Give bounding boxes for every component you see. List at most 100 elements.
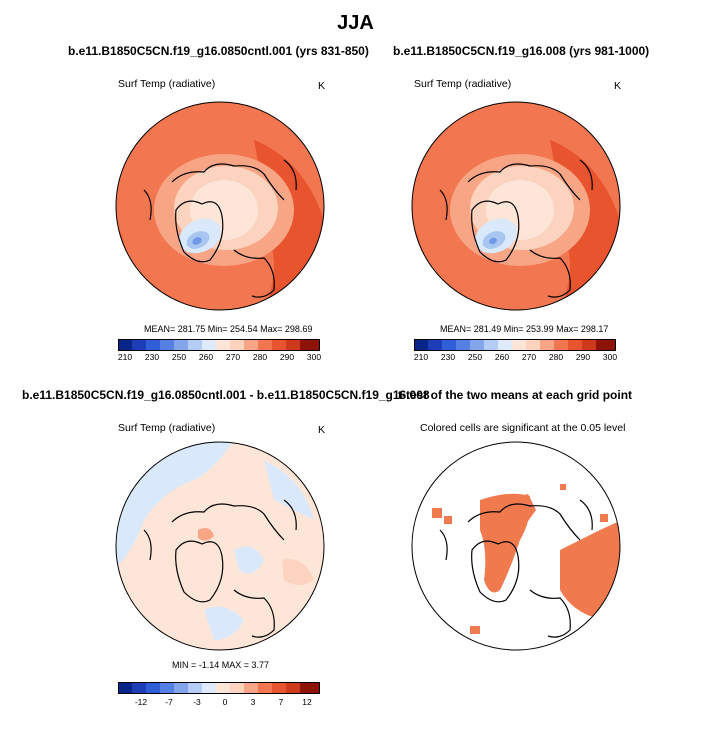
panel-2-units-label: K: [614, 80, 622, 92]
colorbar-tick-label: 250: [467, 352, 483, 362]
panel-3-title: b.e11.B1850C5CN.f19_g16.0850cntl.001 - b…: [22, 388, 430, 402]
colorbar-cell: [484, 339, 498, 351]
panel-4-title: t-test of the two means at each grid poi…: [398, 388, 633, 402]
significant-cell: [470, 626, 480, 634]
colorbar-tick-label: 270: [225, 352, 241, 362]
colorbar-tick-label: 7: [278, 697, 284, 707]
colorbar-cell: [202, 339, 216, 351]
panel-2-colorbar: [414, 339, 616, 351]
warm-region: [198, 528, 214, 541]
colorbar-cell: [428, 339, 442, 351]
colorbar-cell: [456, 339, 470, 351]
colorbar-cell: [132, 339, 146, 351]
colorbar-tick-label: 270: [521, 352, 537, 362]
colorbar-tick-label: 280: [548, 352, 564, 362]
significant-cell: [560, 484, 566, 490]
colorbar-cell: [442, 339, 456, 351]
map-border: [115, 101, 325, 311]
colorbar-cell: [596, 339, 616, 351]
colorbar-tick-label: -3: [193, 697, 201, 707]
colorbar-cell: [146, 339, 160, 351]
colorbar-tick-label: -7: [165, 697, 173, 707]
colorbar-tick-label: 3: [250, 697, 256, 707]
coastlines: [439, 499, 593, 638]
coastlines: [439, 159, 593, 298]
panel-1-title: b.e11.B1850C5CN.f19_g16.0850cntl.001 (yr…: [68, 44, 369, 58]
cool-region: [234, 546, 264, 574]
panel-1-variable-label: Surf Temp (radiative): [118, 78, 216, 90]
colorbar-tick-label: 230: [440, 352, 456, 362]
panel-1-map: [115, 101, 325, 311]
colorbar-cell: [188, 682, 202, 694]
greenland-coldest-core: [489, 237, 497, 245]
panel-1-stats: MEAN= 281.75 Min= 254.54 Max= 298.69: [144, 324, 313, 334]
colorbar-tick-label: 250: [171, 352, 187, 362]
colorbar-cell: [230, 339, 244, 351]
colorbar-tick-label: 280: [252, 352, 268, 362]
panel-1-colorbar: [118, 339, 320, 351]
colorbar-tick-label: 0: [222, 697, 228, 707]
colorbar-cell: [174, 339, 188, 351]
panel-3-units-label: K: [318, 424, 326, 436]
panel-4-note: Colored cells are significant at the 0.0…: [420, 422, 626, 434]
map-border: [411, 101, 621, 311]
colorbar-cell: [300, 682, 320, 694]
colorbar-tick-label: 290: [575, 352, 591, 362]
colorbar-cell: [498, 339, 512, 351]
significant-region: [510, 494, 536, 524]
colorbar-frame: [118, 682, 320, 694]
warm-region: [282, 559, 314, 585]
panel-2-map: [411, 101, 621, 311]
colorbar-cell: [414, 339, 428, 351]
colorbar-cell: [230, 682, 244, 694]
colorbar-cell: [188, 339, 202, 351]
panel-2-variable-label: Surf Temp (radiative): [414, 78, 512, 90]
colorbar-tick-label: 260: [494, 352, 510, 362]
colorbar-cell: [216, 682, 230, 694]
colorbar-cell: [540, 339, 554, 351]
colorbar-tick-label: -12: [134, 697, 148, 707]
coastlines: [143, 499, 297, 638]
colorbar-cell: [512, 339, 526, 351]
panel-3-map: [115, 441, 325, 651]
colorbar-cell: [300, 339, 320, 351]
colorbar-cell: [272, 682, 286, 694]
colorbar-cell: [216, 339, 230, 351]
colorbar-cell: [554, 339, 568, 351]
colorbar-frame: [414, 339, 616, 351]
significant-region: [560, 520, 620, 620]
colorbar-cell: [272, 339, 286, 351]
map-border: [115, 441, 325, 651]
colorbar-cell: [470, 339, 484, 351]
colorbar-tick-label: 210: [117, 352, 133, 362]
colorbar-cell: [244, 682, 258, 694]
colorbar-cell: [174, 682, 188, 694]
figure-title: JJA: [337, 12, 374, 34]
significant-cell: [432, 508, 442, 518]
panel-4-map: [411, 441, 621, 651]
colorbar-cell: [160, 339, 174, 351]
colorbar-tick-label: 300: [602, 352, 618, 362]
colorbar-cell: [146, 682, 160, 694]
colorbar-cell: [526, 339, 540, 351]
panel-1-units-label: K: [318, 80, 326, 92]
significant-cell: [600, 514, 608, 522]
panel-3-colorbar: [118, 682, 320, 694]
colorbar-cell: [286, 339, 300, 351]
colorbar-cell: [258, 682, 272, 694]
colorbar-tick-label: 210: [413, 352, 429, 362]
greenland-coldest-core: [192, 237, 202, 245]
cool-region: [264, 460, 314, 520]
panel-2-title: b.e11.B1850C5CN.f19_g16.008 (yrs 981-100…: [393, 44, 650, 58]
significant-region: [480, 493, 531, 593]
colorbar-cell: [132, 682, 146, 694]
panel-2-stats: MEAN= 281.49 Min= 253.99 Max= 298.17: [440, 324, 609, 334]
colorbar-tick-label: 290: [279, 352, 295, 362]
colorbar-cell: [202, 682, 216, 694]
colorbar-cell: [582, 339, 596, 351]
panel-3-stats: MIN = -1.14 MAX = 3.77: [172, 660, 270, 670]
significant-cell: [494, 566, 504, 574]
coastlines: [143, 159, 297, 298]
colorbar-cell: [258, 339, 272, 351]
colorbar-tick-label: 230: [144, 352, 160, 362]
